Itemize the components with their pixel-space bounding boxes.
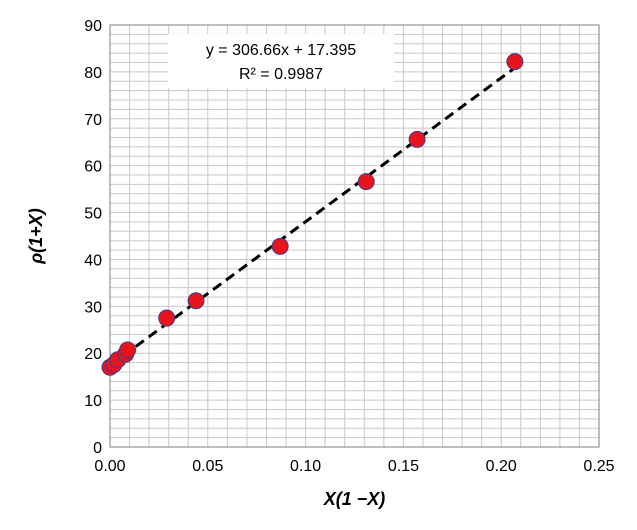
trendline-equation: y = 306.66x + 17.395 [206,42,356,59]
data-point [506,53,524,71]
x-tick-label: 0.05 [192,458,223,475]
y-tick-label: 40 [84,252,102,269]
x-tick-label: 0.15 [388,458,419,475]
y-tick-label: 10 [84,393,102,410]
data-point [271,237,289,255]
x-tick-label: 0.10 [290,458,321,475]
data-point [357,173,375,191]
y-tick-label: 50 [84,206,102,223]
data-point [408,130,426,148]
data-point [119,341,137,359]
y-tick-label: 30 [84,299,102,316]
r-squared-label: R² = 0.9987 [239,66,323,83]
x-tick-labels: 0.00 0.05 0.10 0.15 0.20 0.25 [94,458,614,475]
x-tick-label: 0.25 [583,458,614,475]
y-tick-labels: 0 10 20 30 40 50 60 70 80 90 [84,18,102,457]
y-tick-label: 0 [93,440,102,457]
x-axis-title: X(1 −X) [323,489,386,509]
trendline [109,65,518,367]
y-tick-label: 20 [84,346,102,363]
plot-area-border [109,24,600,448]
y-tick-label: 80 [84,65,102,82]
data-point [187,292,205,310]
y-tick-label: 60 [84,159,102,176]
y-axis-title: ρ(1+X) [26,208,46,264]
grid-lines [110,25,599,447]
x-tick-label: 0.00 [94,458,125,475]
y-tick-label: 90 [84,18,102,35]
equation-box [168,34,394,88]
x-tick-label: 0.20 [486,458,517,475]
data-points [101,53,524,376]
data-point [158,309,176,327]
y-tick-label: 70 [84,112,102,129]
